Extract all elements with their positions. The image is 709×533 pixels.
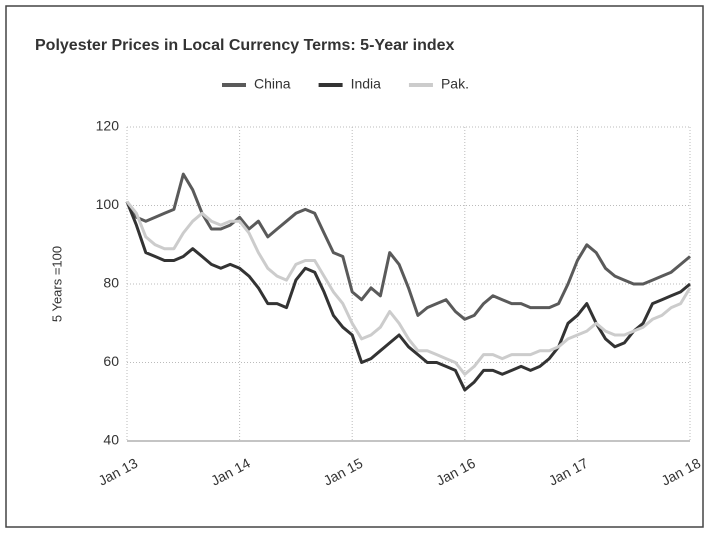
legend-label: India (351, 76, 382, 92)
legend-label: China (254, 76, 291, 92)
chart-title: Polyester Prices in Local Currency Terms… (35, 37, 455, 54)
legend-label: Pak. (441, 76, 469, 92)
y-tick-label: 80 (103, 275, 119, 291)
y-tick-label: 100 (96, 196, 120, 212)
y-tick-label: 40 (103, 432, 119, 448)
y-axis-label: 5 Years =100 (49, 246, 64, 322)
series-line (125, 200, 692, 376)
y-tick-label: 60 (103, 353, 119, 369)
y-tick-label: 120 (96, 118, 120, 134)
series-line (125, 172, 691, 321)
frame (5, 5, 704, 528)
